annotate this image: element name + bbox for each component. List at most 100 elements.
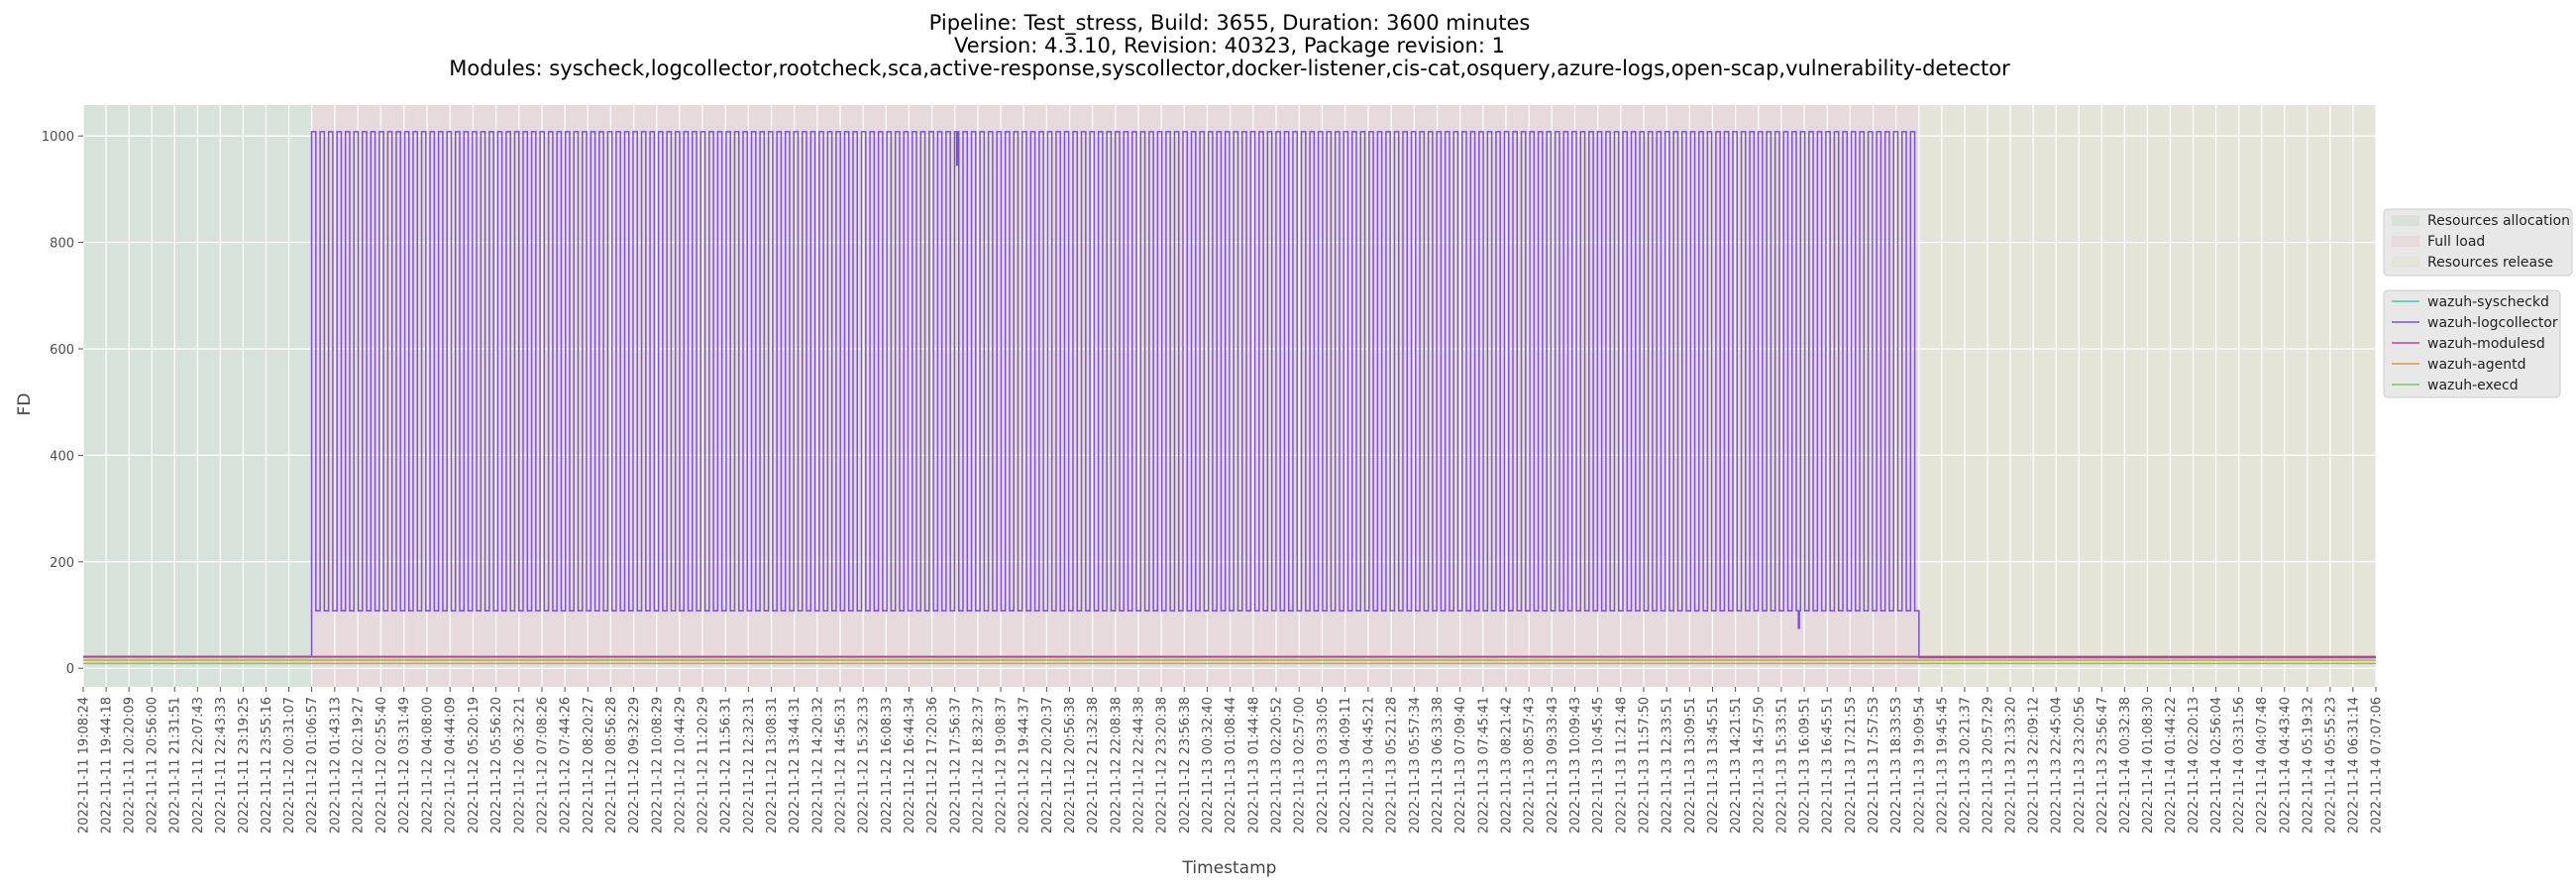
x-tick-label: 2022-11-13 16:09:51 [1798, 697, 1813, 834]
chart-title: Pipeline: Test_stress, Build: 3655, Dura… [449, 11, 2010, 80]
x-tick-label: 2022-11-13 16:45:51 [1821, 697, 1836, 834]
x-tick-label: 2022-11-13 06:33:38 [1431, 697, 1446, 834]
x-tick-label: 2022-11-13 08:21:42 [1500, 697, 1515, 834]
x-tick-label: 2022-11-12 04:44:09 [444, 697, 459, 834]
x-tick-label: 2022-11-13 19:09:54 [1912, 697, 1927, 834]
x-tick-label: 2022-11-14 03:31:56 [2232, 697, 2247, 834]
x-tick-label: 2022-11-13 00:32:40 [1201, 697, 1216, 834]
x-tick-label: 2022-11-13 10:09:43 [1568, 697, 1583, 834]
x-tick-label: 2022-11-13 12:33:51 [1661, 697, 1675, 834]
x-tick-label: 2022-11-12 19:08:37 [995, 697, 1010, 834]
x-tick-label: 2022-11-12 16:08:33 [880, 697, 895, 834]
x-tick-label: 2022-11-11 22:07:43 [191, 697, 206, 834]
x-tick-label: 2022-11-14 04:07:48 [2255, 697, 2270, 834]
x-tick-label: 2022-11-12 21:32:38 [1086, 697, 1101, 834]
x-tick-label: 2022-11-13 21:33:20 [2004, 697, 2019, 834]
x-tick-label: 2022-11-12 08:20:27 [582, 697, 596, 834]
series-legend-box [2383, 289, 2561, 398]
y-tick-label: 1000 [42, 130, 74, 145]
x-tick-label: 2022-11-12 08:56:28 [604, 697, 619, 834]
x-tick-label: 2022-11-12 10:44:29 [673, 697, 688, 834]
x-tick-label: 2022-11-12 05:56:20 [489, 697, 504, 834]
y-tick-label: 600 [50, 343, 74, 358]
phase-legend-swatch [2392, 215, 2419, 226]
y-tick-label: 200 [50, 556, 74, 571]
x-tick-label: 2022-11-13 13:09:51 [1683, 697, 1698, 834]
x-tick-label: 2022-11-14 07:07:06 [2370, 697, 2385, 834]
x-tick-label: 2022-11-12 19:44:37 [1018, 697, 1032, 834]
x-tick-label: 2022-11-12 07:44:26 [559, 697, 574, 834]
x-tick-label: 2022-11-14 01:44:22 [2164, 697, 2179, 834]
x-tick-label: 2022-11-13 20:21:37 [1958, 697, 1973, 834]
phase-legend-swatch [2392, 257, 2419, 268]
y-tick-label: 800 [50, 237, 74, 252]
x-tick-label: 2022-11-12 22:08:38 [1109, 697, 1124, 834]
x-tick-label: 2022-11-12 13:08:31 [765, 697, 780, 834]
x-tick-label: 2022-11-12 01:43:13 [328, 697, 343, 834]
x-tick-label: 2022-11-12 17:20:36 [925, 697, 940, 834]
x-tick-label: 2022-11-13 02:20:52 [1270, 697, 1285, 834]
series-legend-label: wazuh-execd [2427, 378, 2519, 393]
series-legend-label: wazuh-syscheckd [2427, 294, 2549, 310]
x-tick-label: 2022-11-14 05:19:32 [2301, 697, 2315, 834]
title-line-2: Version: 4.3.10, Revision: 40323, Packag… [954, 34, 1505, 57]
x-tick-label: 2022-11-12 04:08:00 [420, 697, 435, 834]
x-tick-label: 2022-11-12 02:19:27 [352, 697, 367, 834]
x-tick-label: 2022-11-12 15:32:33 [857, 697, 872, 834]
x-tick-label: 2022-11-14 06:31:14 [2346, 697, 2361, 834]
x-tick-label: 2022-11-13 22:09:12 [2027, 697, 2042, 834]
x-tick-label: 2022-11-13 17:57:53 [1867, 697, 1881, 834]
x-tick-label: 2022-11-13 05:21:28 [1385, 697, 1400, 834]
x-tick-label: 2022-11-13 14:57:50 [1752, 697, 1767, 834]
title-line-1: Pipeline: Test_stress, Build: 3655, Dura… [929, 11, 1531, 36]
x-tick-label: 2022-11-12 00:31:07 [282, 697, 297, 834]
x-tick-label: 2022-11-12 03:31:49 [397, 697, 412, 834]
x-tick-label: 2022-11-14 02:20:13 [2187, 697, 2201, 834]
x-tick-label: 2022-11-12 23:56:38 [1178, 697, 1193, 834]
x-tick-label: 2022-11-14 02:56:04 [2209, 697, 2224, 834]
x-tick-label: 2022-11-13 15:33:51 [1774, 697, 1789, 834]
x-tick-label: 2022-11-12 07:08:26 [535, 697, 550, 834]
x-tick-label: 2022-11-13 05:57:34 [1408, 697, 1423, 834]
title-line-3: Modules: syscheck,logcollector,rootcheck… [449, 56, 2010, 80]
x-tick-label: 2022-11-11 21:31:51 [168, 697, 183, 834]
x-tick-label: 2022-11-11 22:43:33 [214, 697, 229, 834]
x-tick-label: 2022-11-13 23:20:56 [2073, 697, 2088, 834]
x-tick-label: 2022-11-13 04:45:21 [1361, 697, 1376, 834]
phase-legend-box [2383, 208, 2573, 277]
x-tick-label: 2022-11-12 14:20:32 [810, 697, 825, 834]
x-tick-label: 2022-11-11 23:55:16 [260, 697, 274, 834]
x-tick-label: 2022-11-13 19:45:45 [1935, 697, 1950, 834]
x-tick-label: 2022-11-12 06:32:21 [512, 697, 527, 834]
x-tick-label: 2022-11-13 11:21:48 [1614, 697, 1629, 834]
x-tick-label: 2022-11-11 20:20:09 [123, 697, 138, 834]
x-tick-label: 2022-11-14 01:08:30 [2141, 697, 2156, 834]
y-tick-label: 400 [50, 449, 74, 464]
y-axis-label: FD [15, 393, 35, 416]
x-tick-label: 2022-11-12 14:56:31 [833, 697, 848, 834]
x-tick-label: 2022-11-14 05:55:23 [2323, 697, 2338, 834]
x-tick-label: 2022-11-13 10:45:45 [1591, 697, 1606, 834]
x-tick-label: 2022-11-11 19:44:18 [100, 697, 115, 834]
x-tick-label: 2022-11-11 23:19:25 [237, 697, 252, 834]
x-tick-label: 2022-11-12 01:06:57 [305, 697, 320, 834]
y-tick-label: 0 [66, 662, 74, 677]
x-tick-label: 2022-11-13 18:33:53 [1889, 697, 1904, 834]
phase-legend-swatch [2392, 236, 2419, 247]
x-tick-label: 2022-11-13 01:08:44 [1224, 697, 1238, 834]
x-tick-label: 2022-11-12 20:20:37 [1040, 697, 1055, 834]
phase-legend-label: Full load [2427, 234, 2485, 250]
x-tick-label: 2022-11-13 02:57:00 [1293, 697, 1308, 834]
x-tick-label: 2022-11-13 23:56:47 [2095, 697, 2110, 834]
x-tick-label: 2022-11-14 04:43:40 [2278, 697, 2293, 834]
x-tick-label: 2022-11-12 12:32:31 [742, 697, 757, 834]
x-tick-label: 2022-11-13 07:45:41 [1476, 697, 1491, 834]
series-legend-label: wazuh-modulesd [2427, 336, 2545, 352]
x-tick-label: 2022-11-12 20:56:38 [1063, 697, 1078, 834]
x-tick-label: 2022-11-13 09:33:43 [1546, 697, 1560, 834]
x-tick-label: 2022-11-13 04:09:11 [1339, 697, 1353, 834]
x-tick-label: 2022-11-14 00:32:38 [2118, 697, 2133, 834]
x-tick-label: 2022-11-12 11:56:31 [719, 697, 734, 834]
